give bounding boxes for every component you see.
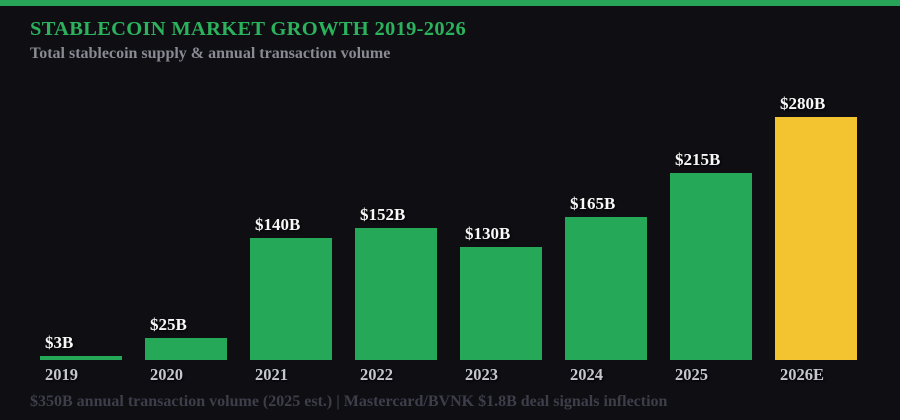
bar-2025 [670, 173, 752, 360]
category-label-2022: 2022 [360, 365, 393, 384]
bar-2021 [250, 238, 332, 360]
value-label-2021: $140B [255, 215, 301, 234]
category-label-2026E: 2026E [780, 365, 825, 384]
value-label-2026E: $280B [780, 94, 826, 113]
bar-2023 [460, 247, 542, 360]
value-label-2022: $152B [360, 205, 406, 224]
value-label-2025: $215B [675, 150, 721, 169]
category-label-2025: 2025 [675, 365, 708, 384]
category-label-2019: 2019 [45, 365, 78, 384]
bar-2020 [145, 338, 227, 360]
value-label-2024: $165B [570, 194, 616, 213]
chart-subtitle: Total stablecoin supply & annual transac… [30, 45, 391, 62]
accent-strip [0, 0, 900, 6]
category-label-2020: 2020 [150, 365, 183, 384]
category-label-2023: 2023 [465, 365, 498, 384]
chart-title: STABLECOIN MARKET GROWTH 2019-2026 [30, 18, 467, 40]
value-label-2020: $25B [150, 315, 187, 334]
bar-2019 [40, 356, 122, 360]
value-label-2023: $130B [465, 224, 511, 243]
value-label-2019: $3B [45, 333, 74, 352]
bar-2026E [775, 117, 857, 360]
chart-footnote: $350B annual transaction volume (2025 es… [30, 393, 668, 410]
category-label-2021: 2021 [255, 365, 288, 384]
category-label-2024: 2024 [570, 365, 603, 384]
bar-2024 [565, 217, 647, 360]
bar-2022 [355, 228, 437, 360]
